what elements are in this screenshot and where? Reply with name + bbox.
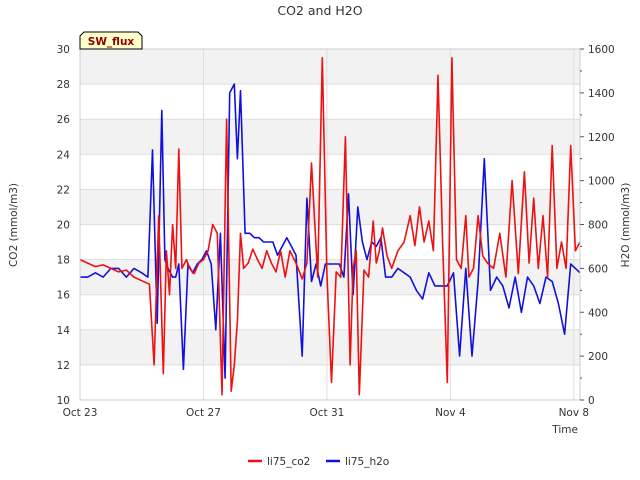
series-layer bbox=[79, 56, 581, 396]
legend-item-li75-co2: li75_co2 bbox=[248, 456, 310, 468]
y-axis-left: 10 12 14 16 18 20 22 24 26 28 30 bbox=[57, 44, 71, 407]
y-tick-label: 26 bbox=[57, 114, 71, 126]
y2-tick-label: 200 bbox=[588, 351, 608, 363]
x-tick-label: Oct 23 bbox=[63, 407, 98, 419]
background-band bbox=[80, 49, 580, 85]
y-tick-label: 14 bbox=[57, 325, 71, 337]
legend-label: li75_h2o bbox=[345, 456, 389, 468]
y-tick-label: 12 bbox=[57, 360, 70, 372]
y-tick-label: 20 bbox=[57, 220, 70, 232]
y-tick-label: 16 bbox=[57, 290, 71, 302]
y-tick-label: 30 bbox=[57, 44, 70, 56]
y2-axis-title: H2O (mmol/m3) bbox=[620, 183, 632, 268]
x-tick-label: Nov 8 bbox=[559, 407, 590, 419]
y-tick-label: 22 bbox=[57, 184, 70, 196]
y2-tick-label: 1200 bbox=[588, 132, 615, 144]
y-tick-label: 10 bbox=[57, 395, 70, 407]
legend: li75_co2 li75_h2o bbox=[248, 456, 389, 468]
sw-flux-badge: SW_flux bbox=[79, 31, 143, 50]
y-axis-right: 0 200 400 600 800 1000 1200 1400 1600 bbox=[580, 44, 615, 407]
badge-label: SW_flux bbox=[88, 36, 135, 48]
background-band bbox=[80, 119, 580, 155]
badge-box bbox=[79, 31, 143, 50]
y2-tick-label: 1600 bbox=[588, 44, 615, 56]
y2-tick-label: 600 bbox=[588, 263, 608, 275]
y-tick-label: 18 bbox=[57, 255, 70, 267]
y2-tick-label: 400 bbox=[588, 307, 608, 319]
y-axis-title: CO2 (mmol/m3) bbox=[8, 183, 20, 267]
legend-label: li75_co2 bbox=[267, 456, 310, 468]
x-tick-label: Nov 4 bbox=[435, 407, 466, 419]
y-tick-label: 24 bbox=[57, 149, 71, 161]
y2-tick-label: 800 bbox=[588, 220, 608, 232]
x-axis: Oct 23 Oct 27 Oct 31 Nov 4 Nov 8 bbox=[63, 407, 590, 419]
y2-tick-label: 1400 bbox=[588, 88, 615, 100]
legend-item-li75-h2o: li75_h2o bbox=[326, 456, 389, 468]
series-line-li75-h2o bbox=[80, 83, 581, 379]
x-tick-label: Oct 31 bbox=[309, 407, 344, 419]
series-line-li75-co2 bbox=[79, 56, 581, 396]
chart-title: CO2 and H2O bbox=[277, 3, 362, 18]
y-tick-label: 28 bbox=[57, 79, 70, 91]
x-tick-label: Oct 27 bbox=[186, 407, 221, 419]
y2-tick-label: 1000 bbox=[588, 176, 615, 188]
y2-tick-label: 0 bbox=[588, 395, 595, 407]
x-axis-title: Time bbox=[551, 424, 578, 436]
